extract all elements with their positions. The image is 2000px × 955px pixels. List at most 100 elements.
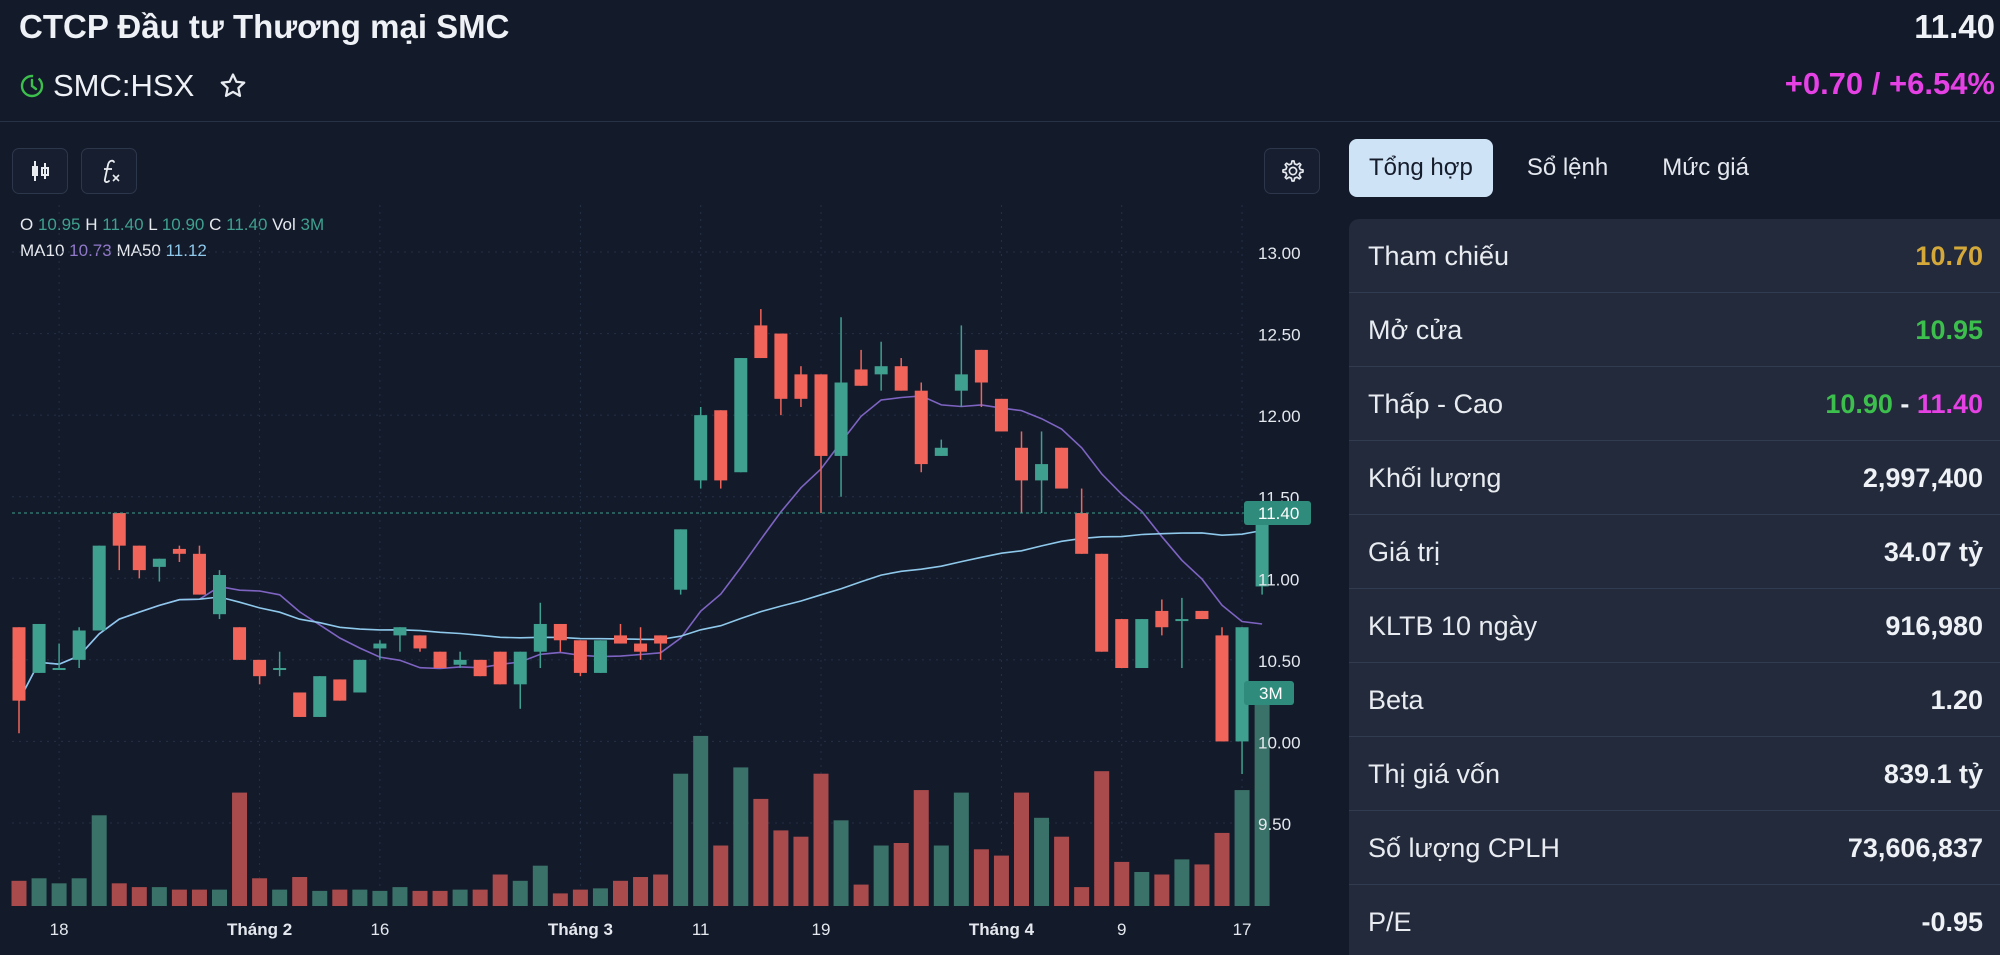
high-label: H: [85, 215, 98, 234]
candle-body: [373, 643, 387, 649]
candle-body: [714, 410, 728, 481]
candle-body: [92, 545, 106, 631]
candle-body: [393, 627, 407, 636]
candle-body: [1215, 635, 1229, 742]
candle-body: [974, 349, 988, 383]
volume-bar: [552, 893, 568, 906]
volume-bar: [312, 890, 328, 906]
candle-body: [253, 659, 267, 677]
gear-icon: [1282, 160, 1304, 182]
candle-body: [894, 366, 908, 391]
candle-body: [814, 374, 828, 456]
candle-body: [32, 623, 46, 673]
favorite-star-icon[interactable]: [218, 71, 248, 101]
vol-value: 3M: [300, 215, 325, 234]
ohlc-legend: O 10.95 H 11.40 L 10.90 C 11.40 Vol 3M: [20, 215, 324, 235]
volume-bar: [753, 798, 769, 906]
candle-body: [513, 651, 527, 685]
candle-body: [1155, 610, 1169, 628]
volume-bar: [131, 887, 147, 906]
y-tick-label: 11.00: [1258, 570, 1299, 589]
volume-bar: [292, 877, 308, 906]
indicators-button[interactable]: [81, 148, 137, 194]
stat-value: 10.70: [1915, 241, 1983, 271]
volume-bar: [572, 889, 588, 906]
volume-bar: [492, 874, 508, 906]
candle-body: [333, 679, 347, 701]
volume-bar: [512, 880, 528, 906]
candle-body: [132, 545, 146, 571]
candle-body: [473, 659, 487, 677]
candle-body: [172, 548, 186, 554]
volume-bar: [1214, 832, 1230, 906]
volume-bar: [432, 890, 448, 906]
stat-row-market-cap: Thị giá vốn 839.1 tỷ: [1349, 737, 2000, 811]
stat-value: 10.90 - 11.40: [1825, 389, 1983, 420]
volume-bar: [111, 883, 127, 906]
candle-body: [533, 623, 547, 652]
close-label: C: [209, 215, 222, 234]
close-value: 11.40: [226, 215, 268, 234]
volume-bar: [933, 845, 949, 906]
volume-bar: [913, 790, 929, 906]
candle-body: [52, 668, 66, 671]
candle-body: [112, 513, 126, 546]
tab-order-book[interactable]: Sổ lệnh: [1526, 154, 1609, 181]
volume-bar: [592, 888, 608, 906]
volume-bar: [1154, 874, 1170, 906]
volume-bar: [1114, 861, 1130, 906]
tab-summary[interactable]: Tổng hợp: [1349, 139, 1493, 197]
volume-bar: [713, 845, 729, 906]
candle-body: [1135, 619, 1149, 669]
ma-legend: MA10 10.73 MA50 11.12: [20, 241, 207, 261]
volume-bar: [472, 889, 488, 906]
low-price: 10.90: [1825, 389, 1893, 419]
y-tick-label: 9.50: [1258, 815, 1291, 834]
volume-bar: [1014, 792, 1029, 906]
candle-body: [874, 366, 888, 375]
volume-bar: [11, 880, 27, 906]
volume-bar: [31, 878, 47, 906]
candle-body: [734, 358, 748, 473]
volume-bar: [452, 889, 468, 906]
candle-body: [774, 333, 788, 399]
stat-row-shares: Số lượng CPLH 73,606,837: [1349, 811, 2000, 885]
price-change: +0.70 / +6.54%: [1784, 66, 1995, 101]
price-chart[interactable]: 13.0012.5012.0011.5011.0010.5010.009.501…: [0, 200, 1330, 955]
x-tick-label: 9: [1117, 920, 1126, 939]
chart-settings-button[interactable]: [1264, 148, 1320, 194]
stats-panel: Tham chiếu 10.70 Mở cửa 10.95 Thấp - Cao…: [1349, 219, 2000, 955]
chart-type-button[interactable]: [12, 148, 68, 194]
volume-bar: [653, 874, 669, 906]
volume-bar: [893, 843, 909, 906]
stat-value: 1.20: [1930, 685, 1983, 715]
candle-body: [1075, 513, 1089, 554]
candle-body: [794, 374, 808, 399]
candle-body: [914, 390, 928, 465]
volume-bar: [953, 792, 969, 906]
volume-bar: [352, 889, 368, 906]
volume-bar: [532, 865, 548, 906]
volume-bar: [1034, 817, 1050, 906]
volume-bar: [372, 890, 388, 906]
last-price-badge: [1244, 501, 1311, 526]
stat-value: 839.1 tỷ: [1883, 759, 1983, 789]
candlestick-icon: [32, 161, 49, 181]
volume-bar: [1054, 836, 1070, 906]
stat-label: Mở cửa: [1368, 315, 1463, 345]
volume-bar: [91, 815, 107, 906]
stock-header: CTCP Đầu tư Thương mại SMC 11.40 SMC:HSX…: [0, 0, 2000, 122]
x-tick-label: 16: [370, 920, 389, 939]
volume-bar: [71, 878, 87, 906]
tab-price-levels[interactable]: Mức giá: [1662, 154, 1749, 181]
ma10-label: MA10: [20, 241, 65, 260]
stat-value: 10.95: [1915, 315, 1983, 345]
volume-bar: [332, 889, 348, 906]
candle-body: [593, 640, 607, 673]
volume-bar: [1254, 693, 1270, 906]
x-tick-label: 19: [812, 920, 831, 939]
stat-value: 2,997,400: [1862, 463, 1983, 493]
x-tick-label: 18: [50, 920, 69, 939]
x-tick-label: 11: [692, 920, 710, 939]
volume-bar: [993, 855, 1009, 906]
